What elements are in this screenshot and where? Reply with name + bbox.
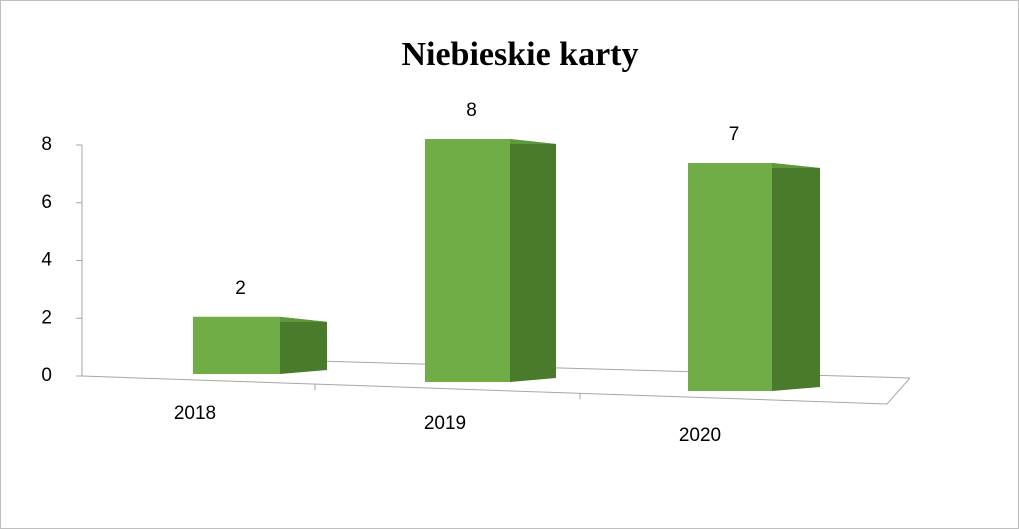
value-label: 7: [729, 124, 740, 145]
y-tick-label: 8: [41, 134, 52, 155]
x-tick-label: 2020: [679, 425, 721, 446]
bar: [425, 139, 510, 382]
y-tick-label: 6: [41, 192, 52, 213]
x-tick-label: 2018: [174, 403, 216, 424]
bar: [688, 163, 772, 391]
y-tick-label: 4: [41, 250, 52, 271]
value-label: 8: [466, 100, 477, 121]
floor-front: [81, 375, 911, 405]
bar: [193, 316, 280, 374]
value-label: 2: [235, 278, 246, 299]
chart-title: Niebieskie karty: [401, 36, 638, 73]
y-tick-label: 2: [41, 307, 52, 328]
y-tick-label: 0: [41, 365, 52, 386]
bar-side: [280, 316, 327, 374]
bar-side: [510, 139, 556, 382]
bar-side: [772, 163, 820, 391]
x-tick-label: 2019: [424, 413, 466, 434]
